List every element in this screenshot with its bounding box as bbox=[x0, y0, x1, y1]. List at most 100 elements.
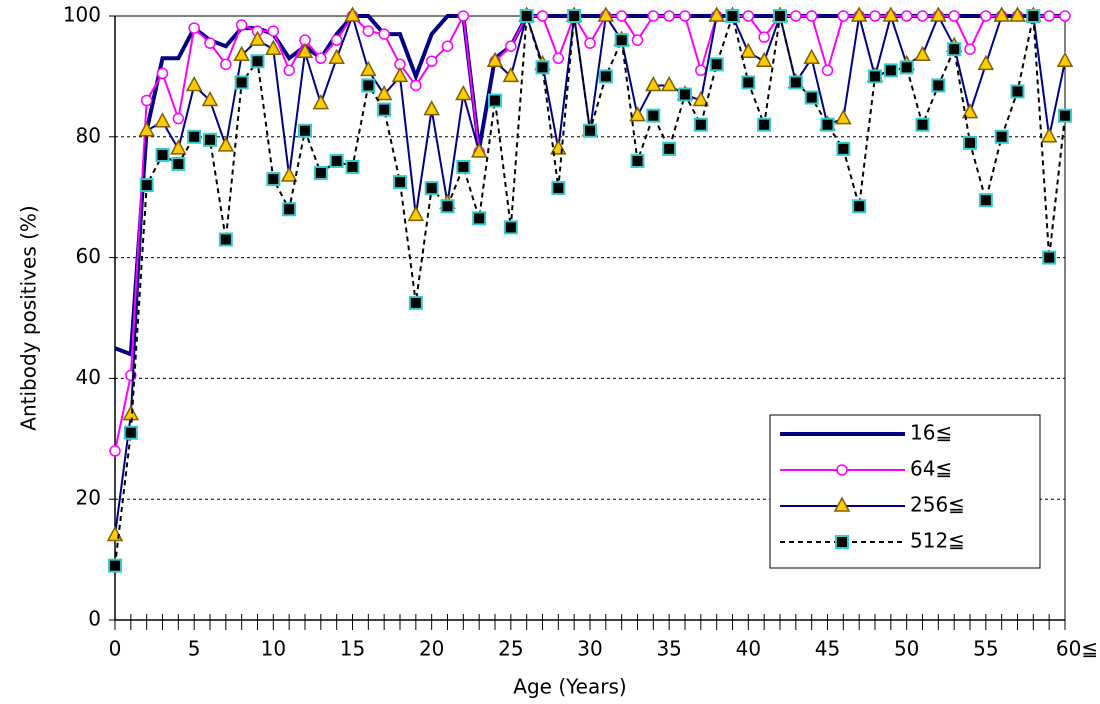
marker bbox=[488, 93, 502, 108]
marker bbox=[519, 9, 534, 23]
legend-box bbox=[769, 414, 1041, 569]
marker bbox=[486, 51, 504, 68]
marker bbox=[391, 66, 409, 83]
marker bbox=[393, 175, 407, 190]
marker bbox=[915, 117, 930, 132]
marker bbox=[1009, 6, 1026, 22]
marker bbox=[503, 220, 518, 235]
y-tick-label: 40 bbox=[76, 365, 101, 389]
marker bbox=[836, 464, 848, 476]
marker bbox=[868, 69, 882, 84]
marker bbox=[614, 33, 629, 48]
x-tick-label: 20 bbox=[419, 637, 444, 661]
marker bbox=[629, 106, 646, 122]
marker bbox=[266, 172, 281, 187]
marker bbox=[598, 69, 613, 84]
marker bbox=[742, 10, 755, 22]
marker bbox=[631, 34, 644, 46]
marker bbox=[1043, 10, 1055, 22]
marker bbox=[695, 64, 707, 77]
marker bbox=[790, 10, 802, 22]
marker bbox=[425, 55, 438, 68]
marker bbox=[773, 9, 787, 23]
marker bbox=[993, 6, 1010, 22]
marker bbox=[455, 84, 472, 101]
marker bbox=[740, 42, 757, 58]
marker bbox=[201, 90, 219, 107]
x-tick-label: 25 bbox=[498, 637, 523, 661]
marker bbox=[312, 93, 330, 110]
marker bbox=[109, 445, 121, 457]
marker bbox=[948, 10, 960, 22]
x-tick-label: 40 bbox=[736, 637, 761, 661]
marker bbox=[804, 90, 819, 105]
marker bbox=[108, 558, 122, 573]
marker bbox=[914, 45, 931, 62]
marker bbox=[597, 6, 615, 22]
marker bbox=[551, 181, 566, 196]
x-tick-label: 15 bbox=[340, 637, 365, 661]
marker bbox=[410, 79, 422, 92]
marker bbox=[662, 141, 677, 156]
marker bbox=[280, 166, 298, 182]
marker bbox=[155, 147, 170, 162]
x-tick-label: 45 bbox=[815, 637, 840, 661]
marker bbox=[313, 166, 328, 181]
marker bbox=[235, 19, 248, 31]
x-axis-label: Age (Years) bbox=[513, 675, 626, 699]
marker bbox=[978, 193, 993, 208]
marker bbox=[505, 40, 517, 52]
marker bbox=[535, 60, 550, 75]
marker bbox=[803, 48, 820, 65]
marker bbox=[584, 37, 596, 49]
marker bbox=[283, 64, 295, 77]
y-tick-label: 80 bbox=[76, 123, 101, 147]
x-tick-label: 0 bbox=[109, 637, 122, 661]
marker bbox=[567, 9, 582, 23]
marker bbox=[156, 67, 169, 80]
marker bbox=[204, 37, 216, 49]
marker bbox=[408, 295, 423, 310]
marker bbox=[963, 135, 977, 150]
marker bbox=[977, 54, 995, 71]
marker bbox=[1056, 51, 1074, 68]
marker bbox=[345, 160, 360, 174]
marker bbox=[947, 42, 962, 57]
marker bbox=[265, 39, 282, 55]
marker bbox=[709, 57, 724, 72]
x-tick-label: 55 bbox=[973, 637, 998, 661]
marker bbox=[692, 90, 710, 107]
marker bbox=[233, 45, 250, 62]
x-tick-label: 50 bbox=[894, 637, 919, 661]
y-axis-label: Antibody positives (%) bbox=[17, 205, 41, 430]
marker bbox=[218, 232, 233, 247]
marker bbox=[170, 139, 187, 155]
marker bbox=[883, 63, 898, 78]
x-tick-label: 5 bbox=[188, 637, 201, 661]
marker bbox=[536, 10, 549, 22]
marker bbox=[296, 42, 314, 58]
marker bbox=[456, 160, 471, 174]
marker bbox=[646, 108, 661, 123]
marker bbox=[660, 75, 678, 92]
marker bbox=[502, 66, 520, 83]
marker bbox=[837, 10, 850, 22]
marker bbox=[869, 10, 881, 22]
x-tick-label: 10 bbox=[261, 637, 286, 661]
marker bbox=[315, 52, 327, 65]
marker bbox=[234, 75, 249, 90]
marker bbox=[472, 211, 487, 226]
marker bbox=[741, 75, 756, 90]
marker bbox=[663, 10, 675, 22]
marker bbox=[1010, 84, 1025, 99]
marker bbox=[185, 75, 203, 92]
legend-label: 16≦ bbox=[910, 421, 952, 445]
marker bbox=[1026, 9, 1041, 23]
marker bbox=[250, 54, 265, 69]
marker bbox=[1042, 250, 1057, 265]
marker bbox=[820, 117, 835, 132]
marker bbox=[298, 123, 312, 138]
marker bbox=[758, 31, 770, 43]
marker bbox=[850, 6, 868, 22]
